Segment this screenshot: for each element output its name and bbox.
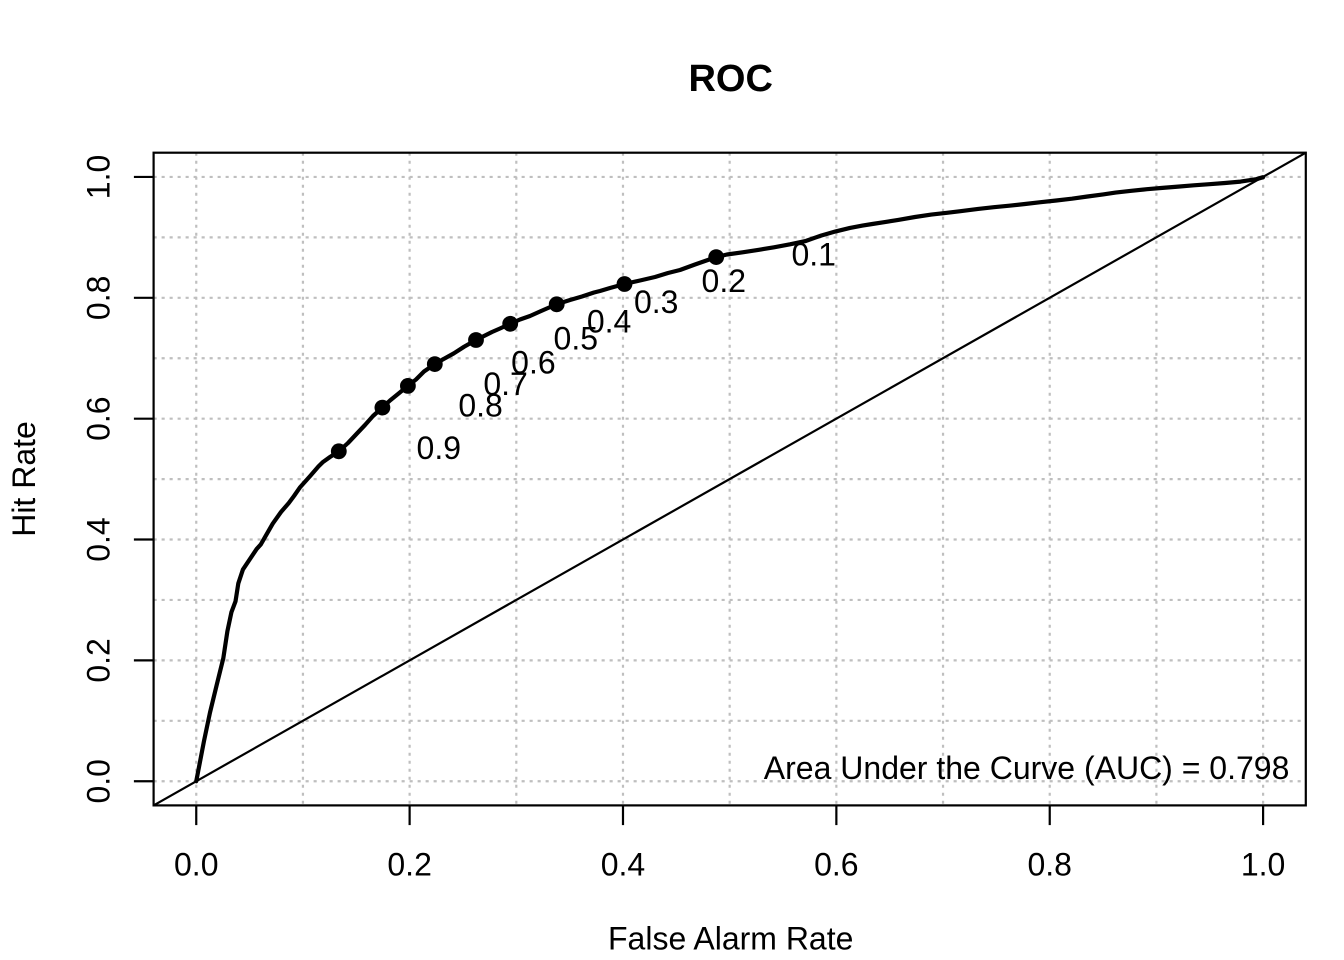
svg-text:0.1: 0.1 bbox=[791, 236, 835, 272]
svg-text:0.2: 0.2 bbox=[387, 847, 431, 883]
svg-text:0.8: 0.8 bbox=[80, 276, 116, 320]
svg-text:0.3: 0.3 bbox=[634, 284, 678, 320]
svg-text:0.8: 0.8 bbox=[458, 387, 502, 423]
svg-text:0.8: 0.8 bbox=[1027, 847, 1071, 883]
svg-text:0.0: 0.0 bbox=[80, 759, 116, 803]
svg-text:0.4: 0.4 bbox=[601, 847, 645, 883]
svg-text:ROC: ROC bbox=[688, 58, 772, 100]
svg-text:0.9: 0.9 bbox=[417, 430, 461, 466]
svg-text:0.2: 0.2 bbox=[80, 638, 116, 682]
svg-text:Area Under the Curve (AUC) = 0: Area Under the Curve (AUC) = 0.798 bbox=[764, 750, 1290, 786]
svg-text:False Alarm Rate: False Alarm Rate bbox=[608, 921, 853, 957]
svg-text:Hit Rate: Hit Rate bbox=[6, 421, 42, 537]
svg-text:0.0: 0.0 bbox=[174, 847, 218, 883]
svg-text:0.6: 0.6 bbox=[814, 847, 858, 883]
svg-text:0.7: 0.7 bbox=[483, 366, 527, 402]
svg-text:1.0: 1.0 bbox=[80, 155, 116, 199]
svg-text:0.5: 0.5 bbox=[554, 321, 598, 357]
svg-text:0.6: 0.6 bbox=[80, 396, 116, 440]
svg-text:0.2: 0.2 bbox=[702, 263, 746, 299]
svg-text:0.6: 0.6 bbox=[511, 345, 555, 381]
svg-text:1.0: 1.0 bbox=[1241, 847, 1285, 883]
svg-text:0.4: 0.4 bbox=[80, 517, 116, 561]
svg-text:0.4: 0.4 bbox=[587, 304, 631, 340]
